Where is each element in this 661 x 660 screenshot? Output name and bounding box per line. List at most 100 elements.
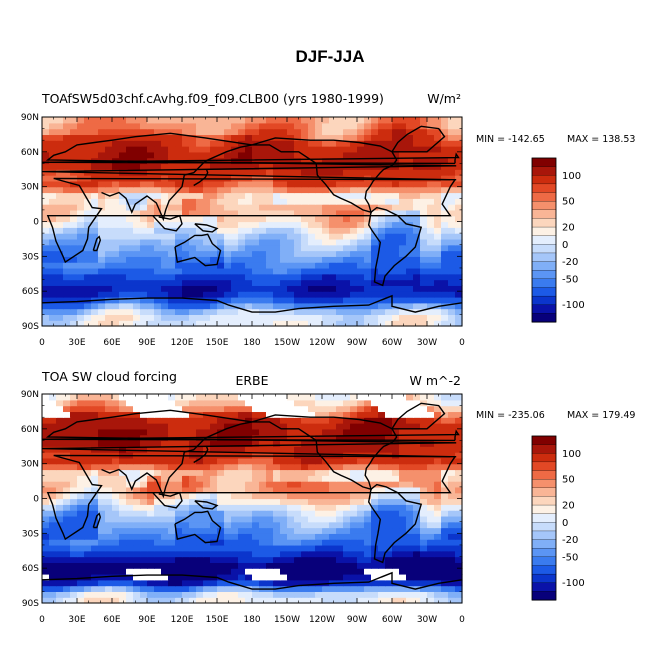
heatmap-cell	[196, 515, 204, 523]
heatmap-cell	[329, 573, 337, 581]
heatmap-cell	[385, 233, 393, 240]
heatmap-cell	[42, 134, 50, 141]
heatmap-cell	[56, 128, 64, 136]
heatmap-cell	[315, 498, 323, 505]
heatmap-cell	[280, 262, 288, 269]
x-tick-label: 60E	[103, 338, 120, 348]
heatmap-cell	[259, 579, 267, 587]
heatmap-cell	[154, 405, 162, 413]
heatmap-cell	[441, 423, 449, 430]
heatmap-cell	[385, 204, 393, 211]
heatmap-cell	[280, 175, 288, 182]
heatmap-cell	[280, 314, 288, 321]
heatmap-cell	[133, 486, 141, 494]
heatmap-cell	[42, 238, 50, 246]
heatmap-cell	[133, 238, 141, 246]
heatmap-cell	[364, 227, 372, 234]
heatmap-cell	[266, 302, 274, 310]
heatmap-cell	[343, 533, 351, 540]
heatmap-cell	[56, 163, 64, 170]
heatmap-cell	[364, 562, 372, 569]
heatmap-cell	[168, 296, 176, 304]
heatmap-cell	[252, 267, 260, 275]
heatmap-cell	[301, 486, 309, 494]
heatmap-cell	[42, 428, 50, 436]
heatmap-cell	[63, 521, 71, 529]
heatmap-cell	[126, 440, 134, 447]
heatmap-cell	[147, 504, 155, 511]
panel-erbe-observations: TOA SW cloud forcing ERBE W m^-2 MIN = -…	[21, 369, 636, 625]
heatmap-cell	[133, 533, 141, 540]
colorbar-swatch	[531, 479, 557, 489]
heatmap-cell	[210, 140, 218, 147]
heatmap-cell	[196, 227, 204, 234]
heatmap-cell	[42, 302, 50, 310]
heatmap-cell	[245, 556, 253, 563]
heatmap-cell	[378, 469, 386, 476]
heatmap-cell	[63, 562, 71, 569]
heatmap-cell	[182, 550, 190, 558]
heatmap-cell	[245, 457, 253, 465]
heatmap-cell	[140, 440, 148, 447]
heatmap-cell	[336, 244, 344, 252]
heatmap-cell	[238, 579, 246, 587]
heatmap-cell	[420, 256, 428, 263]
heatmap-cell	[315, 492, 323, 500]
heatmap-cell	[112, 209, 120, 217]
heatmap-cell	[266, 285, 274, 292]
heatmap-cell	[448, 209, 456, 217]
heatmap-cell	[364, 117, 372, 124]
heatmap-cell	[399, 122, 407, 130]
heatmap-cell	[420, 452, 428, 459]
heatmap-cell	[399, 180, 407, 188]
panel-units: W m^-2	[410, 373, 461, 388]
heatmap-cell	[434, 140, 442, 147]
heatmap-cell	[252, 452, 260, 459]
heatmap-cell	[63, 186, 71, 194]
heatmap-cell	[147, 256, 155, 263]
heatmap-cell	[98, 204, 106, 211]
heatmap-cell	[322, 452, 330, 459]
heatmap-cell	[49, 215, 57, 223]
heatmap-cell	[392, 533, 400, 540]
heatmap-cell	[357, 591, 365, 598]
heatmap-cell	[315, 279, 323, 286]
heatmap-cell	[420, 556, 428, 563]
heatmap-cell	[168, 233, 176, 240]
heatmap-cell	[336, 539, 344, 546]
colorbar-frame	[531, 157, 557, 323]
heatmap-cell	[280, 198, 288, 205]
heatmap-cell	[308, 469, 316, 476]
heatmap-cell	[49, 405, 57, 413]
heatmap-cell	[280, 296, 288, 304]
heatmap-cell	[182, 151, 190, 159]
heatmap-cell	[448, 486, 456, 494]
heatmap-cell	[252, 122, 260, 130]
heatmap-cell	[49, 544, 57, 552]
heatmap-cell	[266, 515, 274, 523]
heatmap-cell	[210, 285, 218, 292]
heatmap-cell	[161, 320, 169, 327]
heatmap-cell	[112, 579, 120, 587]
heatmap-cell	[364, 122, 372, 130]
heatmap-cell	[98, 504, 106, 511]
heatmap-cell	[42, 446, 50, 453]
heatmap-cell	[98, 481, 106, 488]
heatmap-cell	[350, 157, 358, 165]
heatmap-cell	[294, 539, 302, 546]
heatmap-cell	[224, 204, 232, 211]
heatmap-cell	[175, 481, 183, 488]
heatmap-cell	[168, 544, 176, 552]
colorbar-label: -20	[562, 535, 578, 546]
heatmap-cell	[98, 244, 106, 252]
heatmap-cell	[266, 498, 274, 505]
heatmap-cell	[399, 279, 407, 286]
heatmap-cell	[63, 411, 71, 418]
heatmap-cell	[266, 597, 274, 604]
heatmap-cell	[364, 521, 372, 529]
heatmap-cell	[427, 198, 435, 205]
heatmap-cell	[322, 175, 330, 182]
heatmap-cell	[392, 122, 400, 130]
heatmap-cell	[259, 452, 267, 459]
